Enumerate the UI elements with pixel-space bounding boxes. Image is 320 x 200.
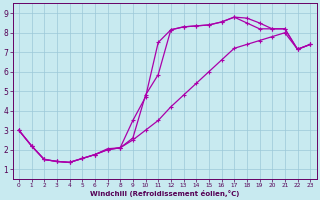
X-axis label: Windchill (Refroidissement éolien,°C): Windchill (Refroidissement éolien,°C) [90,190,239,197]
